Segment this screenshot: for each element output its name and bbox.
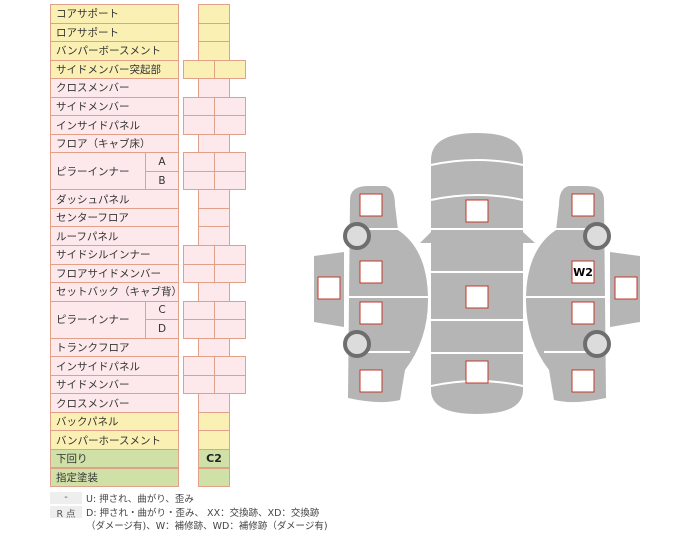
damage-marker[interactable] <box>465 285 489 309</box>
row-label: バンパーボースメント <box>50 41 179 61</box>
damage-marker[interactable] <box>571 193 595 217</box>
damage-code: W2 <box>573 266 593 279</box>
damage-marker[interactable] <box>571 369 595 393</box>
legend-text-3: （ダメージ有)、W：補修跡、WD：補修跡（ダメージ有) <box>86 521 328 532</box>
legend-tag-r: R 点 <box>50 506 82 520</box>
damage-marker[interactable] <box>614 276 638 300</box>
damage-marker[interactable] <box>359 193 383 217</box>
damage-marker[interactable] <box>359 301 383 325</box>
result-cell: C2 <box>198 448 230 469</box>
row-label: サイドメンバー <box>50 96 179 117</box>
row-label: サイドメンバー突起部 <box>50 59 179 80</box>
row-label: クロスメンバー <box>50 393 179 413</box>
damage-marker-box[interactable] <box>317 276 341 300</box>
row-label: インサイドパネル <box>50 115 179 135</box>
row-label: バンパーホースメント <box>50 430 179 450</box>
result-cell <box>214 319 246 339</box>
result-cell <box>198 467 230 488</box>
result-cell <box>214 115 246 135</box>
row-label: バックパネル <box>50 411 179 432</box>
row-sublabel: C <box>145 300 179 321</box>
legend-text-1: U: 押され、曲がり、歪み <box>86 494 194 505</box>
row-label: サイドシルインナー <box>50 245 179 265</box>
damage-marker-box[interactable] <box>359 260 383 284</box>
wheel-icon <box>343 222 371 250</box>
damage-marker-box[interactable] <box>359 369 383 393</box>
row-label: クロスメンバー <box>50 78 179 98</box>
row-label: フロア（キャブ床） <box>50 133 179 154</box>
wheel-icon <box>343 330 371 358</box>
car-center-top-view <box>420 133 535 414</box>
row-label: センターフロア <box>50 207 179 228</box>
wheel-icon <box>583 330 611 358</box>
result-cell <box>214 170 246 191</box>
damage-marker[interactable]: W2 <box>571 260 595 284</box>
row-sublabel: A <box>145 152 179 172</box>
damage-marker[interactable] <box>359 369 383 393</box>
damage-marker-box[interactable] <box>571 193 595 217</box>
damage-marker-box[interactable] <box>359 301 383 325</box>
damage-marker-box[interactable] <box>571 301 595 325</box>
damage-marker-box[interactable] <box>614 276 638 300</box>
row-label: フロアサイドメンバー <box>50 263 179 284</box>
result-cell <box>214 374 246 395</box>
legend-text-2: D: 押され・曲がり・歪み、 XX：交換跡、XD：交換跡 <box>86 508 320 519</box>
row-label: 指定塗装 <box>50 467 179 488</box>
result-cell <box>214 59 246 80</box>
result-cell <box>214 263 246 284</box>
damage-marker-box[interactable] <box>465 360 489 384</box>
legend-tag-dash: - <box>50 492 82 504</box>
damage-marker[interactable] <box>465 199 489 223</box>
damage-marker[interactable] <box>571 301 595 325</box>
damage-marker-box[interactable] <box>571 369 595 393</box>
damage-marker-box[interactable] <box>359 193 383 217</box>
damage-marker[interactable] <box>359 260 383 284</box>
wheel-icon <box>583 222 611 250</box>
damage-marker[interactable] <box>317 276 341 300</box>
damage-marker-box[interactable] <box>465 199 489 223</box>
damage-marker-box[interactable] <box>465 285 489 309</box>
damage-marker-box[interactable] <box>571 260 595 284</box>
damage-marker[interactable] <box>465 360 489 384</box>
